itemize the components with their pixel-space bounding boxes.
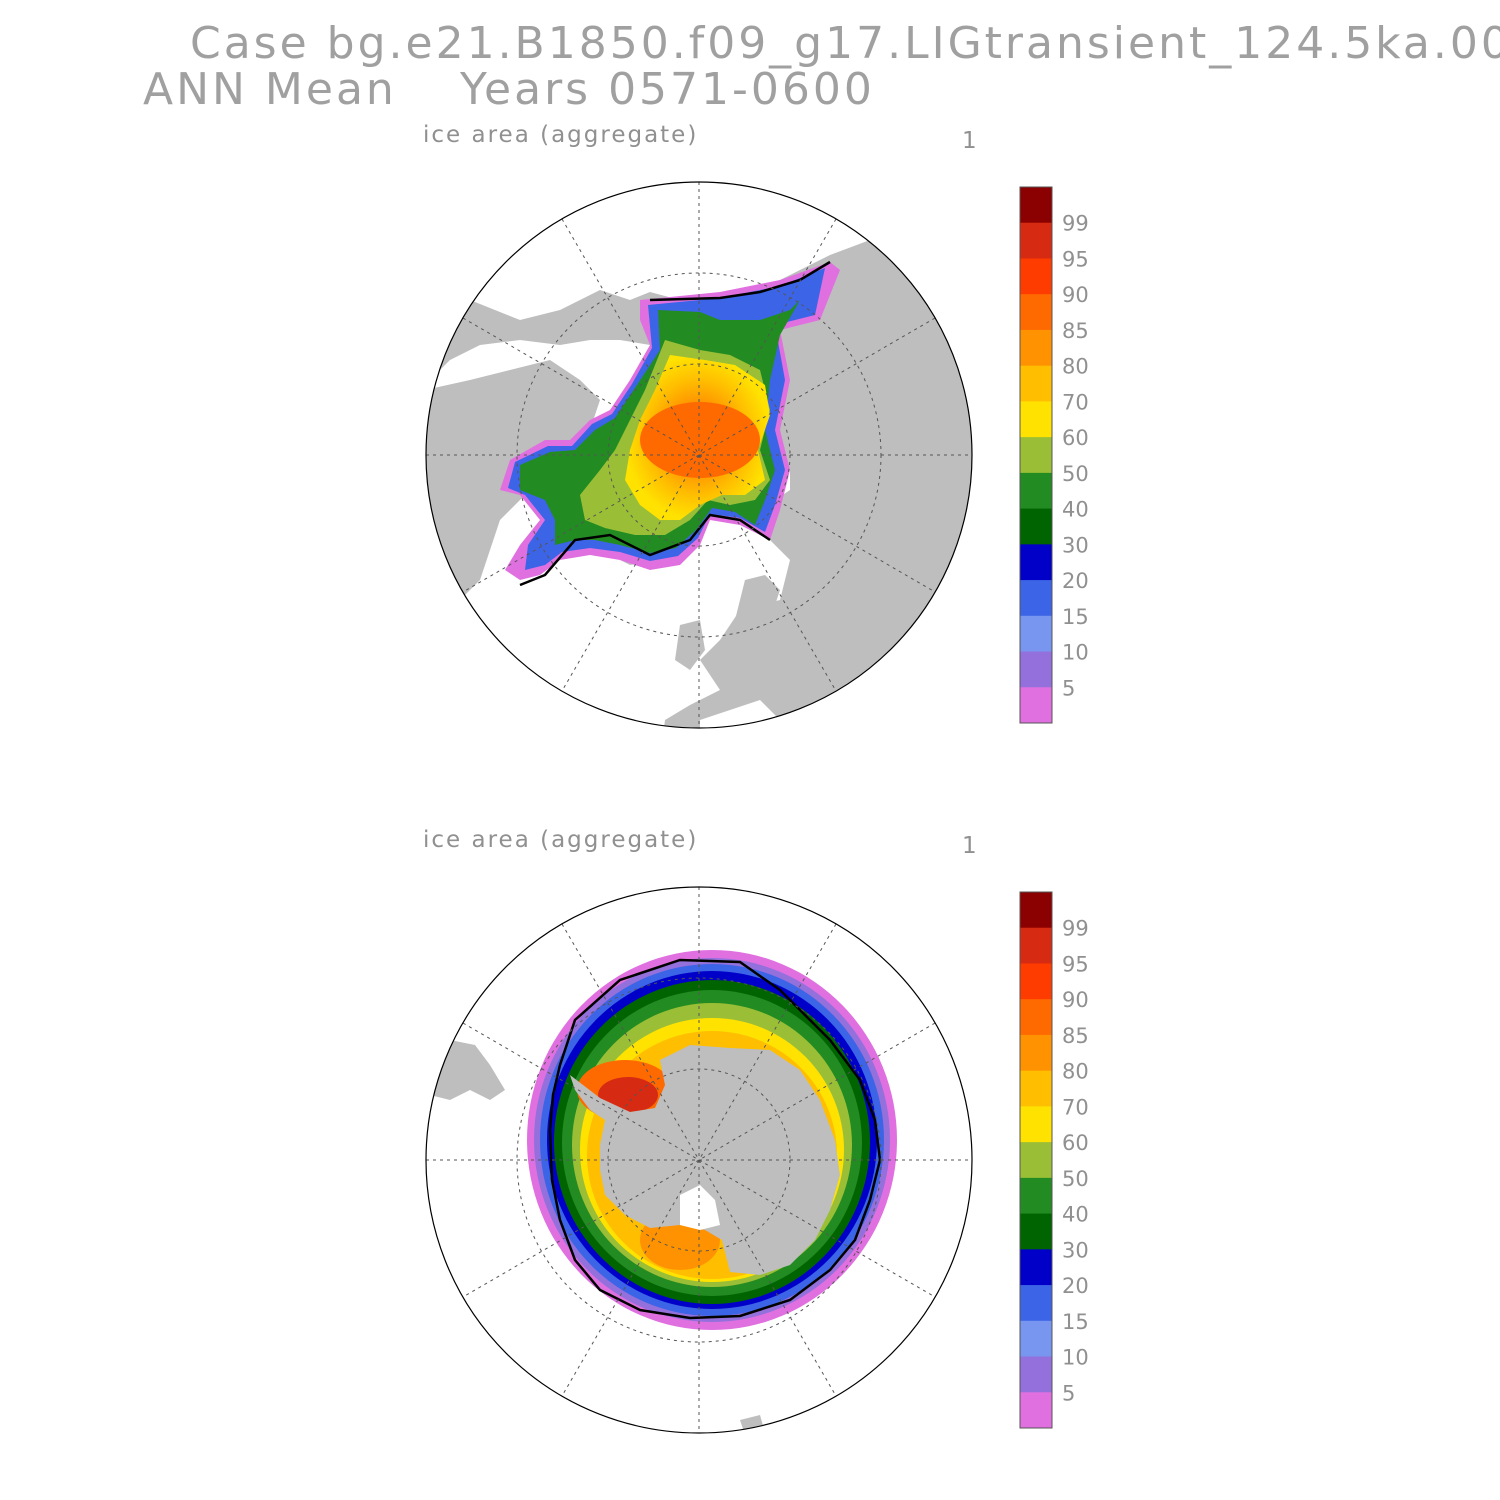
season-label: ANN Mean bbox=[143, 64, 397, 115]
colorbar-south-swatch bbox=[1020, 1285, 1052, 1322]
colorbar-south-swatch bbox=[1020, 1320, 1052, 1358]
colorbar-north-frame bbox=[1019, 186, 1053, 724]
south-graticule bbox=[426, 887, 972, 1433]
colorbar-south-swatch bbox=[1020, 1034, 1052, 1072]
panel-index-north: 1 bbox=[962, 128, 977, 154]
south-polar-map bbox=[425, 886, 973, 1434]
colorbar-south-swatch bbox=[1020, 927, 1052, 964]
colorbar-south-swatch bbox=[1020, 1106, 1052, 1143]
colorbar-north-label: 15 bbox=[1062, 605, 1089, 629]
colorbar-south-label: 95 bbox=[1062, 952, 1089, 976]
colorbar-north-label: 95 bbox=[1062, 247, 1089, 271]
colorbar-south-label: 90 bbox=[1062, 988, 1089, 1012]
colorbar-north-label: 20 bbox=[1062, 569, 1089, 593]
colorbar-north-label: 90 bbox=[1062, 283, 1089, 307]
south-land-ross-ice-shelf bbox=[680, 1185, 720, 1230]
colorbar-north-swatch bbox=[1020, 294, 1052, 331]
colorbar-south-label: 15 bbox=[1062, 1310, 1089, 1334]
colorbar-north-swatch bbox=[1020, 544, 1052, 581]
south-ice-weddell-red bbox=[598, 1077, 658, 1113]
panel-title-north: ice area (aggregate) bbox=[423, 122, 699, 148]
colorbar-south: 99 95 90 85 80 70 60 50 40 30 20 15 10 5 bbox=[1019, 891, 1089, 1429]
colorbar-north-label: 99 bbox=[1062, 212, 1089, 236]
colorbar-north-swatch bbox=[1020, 508, 1052, 545]
colorbar-south-label: 99 bbox=[1062, 917, 1089, 941]
colorbar-south-swatch bbox=[1020, 1249, 1052, 1286]
north-obs-ice-edge bbox=[519, 260, 831, 587]
colorbar-south-frame bbox=[1019, 891, 1053, 1429]
colorbar-north-swatch bbox=[1020, 687, 1052, 724]
colorbar-south-swatch bbox=[1020, 892, 1052, 929]
colorbar-north-label: 70 bbox=[1062, 390, 1089, 414]
panel-index-south: 1 bbox=[962, 833, 977, 859]
north-land-asia bbox=[430, 240, 972, 728]
panel-title-south: ice area (aggregate) bbox=[423, 827, 699, 853]
colorbar-north-label: 50 bbox=[1062, 462, 1089, 486]
colorbar-north-swatch bbox=[1020, 615, 1052, 653]
colorbar-north-swatch bbox=[1020, 651, 1052, 688]
south-obs-ice-edge bbox=[548, 958, 882, 1320]
colorbar-south-swatch bbox=[1020, 1392, 1052, 1429]
colorbar-north-swatch bbox=[1020, 437, 1052, 474]
south-land-antarctica bbox=[570, 1045, 840, 1275]
colorbar-north-swatch bbox=[1020, 222, 1052, 259]
colorbar-south-label: 80 bbox=[1062, 1060, 1089, 1084]
colorbar-north-label: 5 bbox=[1062, 676, 1075, 700]
colorbar-south-swatch bbox=[1020, 1356, 1052, 1393]
colorbar-north-label: 60 bbox=[1062, 426, 1089, 450]
colorbar-north-swatch bbox=[1020, 401, 1052, 438]
colorbar-north-swatch bbox=[1020, 187, 1052, 224]
colorbar-south-swatch bbox=[1020, 1213, 1052, 1250]
colorbar-north-swatch bbox=[1020, 258, 1052, 295]
colorbar-north-label: 85 bbox=[1062, 319, 1089, 343]
north-map-boundary bbox=[425, 181, 973, 729]
north-land-africa bbox=[700, 700, 800, 728]
colorbar-north-swatch bbox=[1020, 329, 1052, 367]
colorbar-north-label: 40 bbox=[1062, 498, 1089, 522]
colorbar-south-label: 10 bbox=[1062, 1346, 1089, 1370]
colorbar-south-swatch bbox=[1020, 999, 1052, 1036]
case-title: Case bg.e21.B1850.f09_g17.LIGtransient_1… bbox=[190, 18, 1500, 69]
colorbar-south-label: 50 bbox=[1062, 1167, 1089, 1191]
colorbar-south-swatch bbox=[1020, 1142, 1052, 1179]
colorbar-south-label: 40 bbox=[1062, 1203, 1089, 1227]
north-ice-peak bbox=[640, 402, 760, 478]
colorbar-north-swatch bbox=[1020, 472, 1052, 510]
north-graticule bbox=[426, 182, 972, 728]
colorbar-south-label: 5 bbox=[1062, 1381, 1075, 1405]
colorbar-north-label: 30 bbox=[1062, 533, 1089, 557]
years-label: Years 0571-0600 bbox=[460, 64, 875, 115]
north-land-scandinavia bbox=[735, 575, 780, 635]
colorbar-south-swatch bbox=[1020, 1177, 1052, 1215]
north-land-europe-islands bbox=[675, 620, 705, 670]
colorbar-north-swatch bbox=[1020, 580, 1052, 617]
colorbar-south-label: 30 bbox=[1062, 1238, 1089, 1262]
colorbar-north: 99 95 90 85 80 70 60 50 40 30 20 15 10 5 bbox=[1019, 186, 1089, 724]
colorbar-south-label: 60 bbox=[1062, 1131, 1089, 1155]
colorbar-south-swatch bbox=[1020, 1070, 1052, 1107]
north-polar-map bbox=[425, 181, 973, 729]
colorbar-north-swatch bbox=[1020, 365, 1052, 402]
colorbar-south-label: 85 bbox=[1062, 1024, 1089, 1048]
colorbar-north-label: 80 bbox=[1062, 355, 1089, 379]
south-map-boundary bbox=[425, 886, 973, 1434]
colorbar-south-label: 70 bbox=[1062, 1095, 1089, 1119]
colorbar-south-label: 20 bbox=[1062, 1274, 1089, 1298]
colorbar-south-swatch bbox=[1020, 963, 1052, 1000]
colorbar-north-label: 10 bbox=[1062, 641, 1089, 665]
